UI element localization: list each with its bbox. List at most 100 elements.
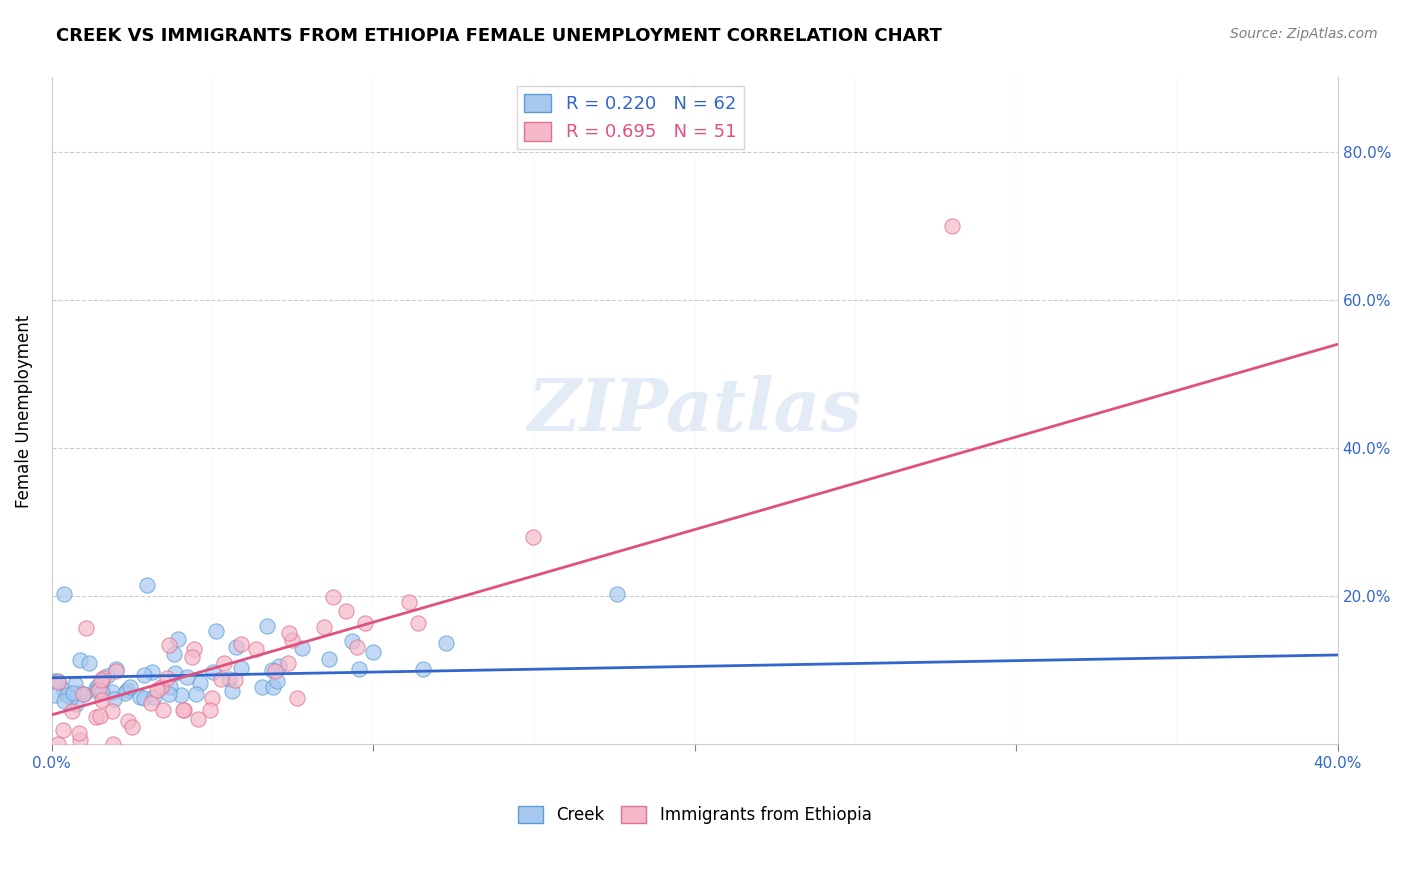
Point [73, 687, 96, 701]
Point [285, 690, 308, 705]
Point [46, 737, 69, 751]
Point [209, 672, 232, 686]
Point [318, 652, 340, 666]
Text: ZIPatlas: ZIPatlas [527, 376, 862, 447]
Point [412, 663, 434, 677]
Text: Source: ZipAtlas.com: Source: ZipAtlas.com [1230, 27, 1378, 41]
Point [96, 669, 118, 683]
Point [91, 685, 114, 699]
Point [52, 587, 75, 601]
Point [190, 676, 212, 690]
Point [65, 697, 87, 711]
Point [354, 615, 377, 630]
Point [87, 679, 110, 693]
Point [170, 688, 193, 702]
Point [941, 219, 963, 233]
Point [104, 664, 127, 678]
Point [103, 691, 125, 706]
Y-axis label: Female Unemployment: Female Unemployment [15, 314, 32, 508]
Point [120, 680, 142, 694]
Point [44, 688, 66, 702]
Point [176, 670, 198, 684]
Point [132, 691, 155, 706]
Point [201, 691, 224, 706]
Point [52, 723, 75, 737]
Point [60, 704, 83, 718]
Point [46, 675, 69, 690]
Point [134, 667, 156, 681]
Point [152, 703, 174, 717]
Point [346, 640, 368, 655]
Point [146, 683, 169, 698]
Point [117, 714, 139, 728]
Point [86, 683, 108, 698]
Point [90, 673, 112, 687]
Point [172, 703, 194, 717]
Point [84, 709, 107, 723]
Point [135, 578, 157, 592]
Point [183, 641, 205, 656]
Point [266, 673, 288, 688]
Point [291, 641, 314, 656]
Point [264, 664, 287, 678]
Point [225, 640, 247, 655]
Point [522, 529, 544, 543]
Point [187, 712, 209, 726]
Point [87, 682, 110, 697]
Point [157, 638, 180, 652]
Point [278, 626, 301, 640]
Point [149, 680, 172, 694]
Point [231, 661, 253, 675]
Point [201, 665, 224, 680]
Point [406, 615, 429, 630]
Point [398, 595, 420, 609]
Point [121, 721, 143, 735]
Point [90, 676, 112, 690]
Point [84, 681, 107, 695]
Point [44, 673, 66, 688]
Point [267, 659, 290, 673]
Point [260, 663, 283, 677]
Point [184, 687, 207, 701]
Point [89, 709, 111, 723]
Point [69, 686, 91, 700]
Point [312, 620, 335, 634]
Point [361, 645, 384, 659]
Point [67, 726, 90, 740]
Point [77, 656, 100, 670]
Point [101, 684, 124, 698]
Point [262, 680, 284, 694]
Point [52, 682, 75, 697]
Text: CREEK VS IMMIGRANTS FROM ETHIOPIA FEMALE UNEMPLOYMENT CORRELATION CHART: CREEK VS IMMIGRANTS FROM ETHIOPIA FEMALE… [56, 27, 942, 45]
Point [115, 683, 138, 698]
Point [256, 619, 278, 633]
Point [63, 677, 86, 691]
Point [56, 688, 79, 702]
Point [245, 641, 267, 656]
Point [218, 672, 240, 686]
Point [200, 702, 222, 716]
Point [250, 680, 273, 694]
Point [277, 656, 299, 670]
Point [62, 686, 84, 700]
Point [167, 632, 190, 647]
Point [69, 653, 91, 667]
Legend: Creek, Immigrants from Ethiopia: Creek, Immigrants from Ethiopia [512, 799, 879, 831]
Point [212, 656, 235, 670]
Point [224, 673, 246, 688]
Point [205, 624, 228, 638]
Point [60, 690, 83, 704]
Point [322, 591, 344, 605]
Point [100, 704, 122, 718]
Point [163, 647, 186, 661]
Point [129, 690, 152, 705]
Point [75, 621, 97, 635]
Point [139, 696, 162, 710]
Point [103, 737, 125, 751]
Point [165, 665, 187, 680]
Point [142, 690, 165, 704]
Point [335, 603, 357, 617]
Point [434, 636, 457, 650]
Point [221, 683, 243, 698]
Point [46, 674, 69, 689]
